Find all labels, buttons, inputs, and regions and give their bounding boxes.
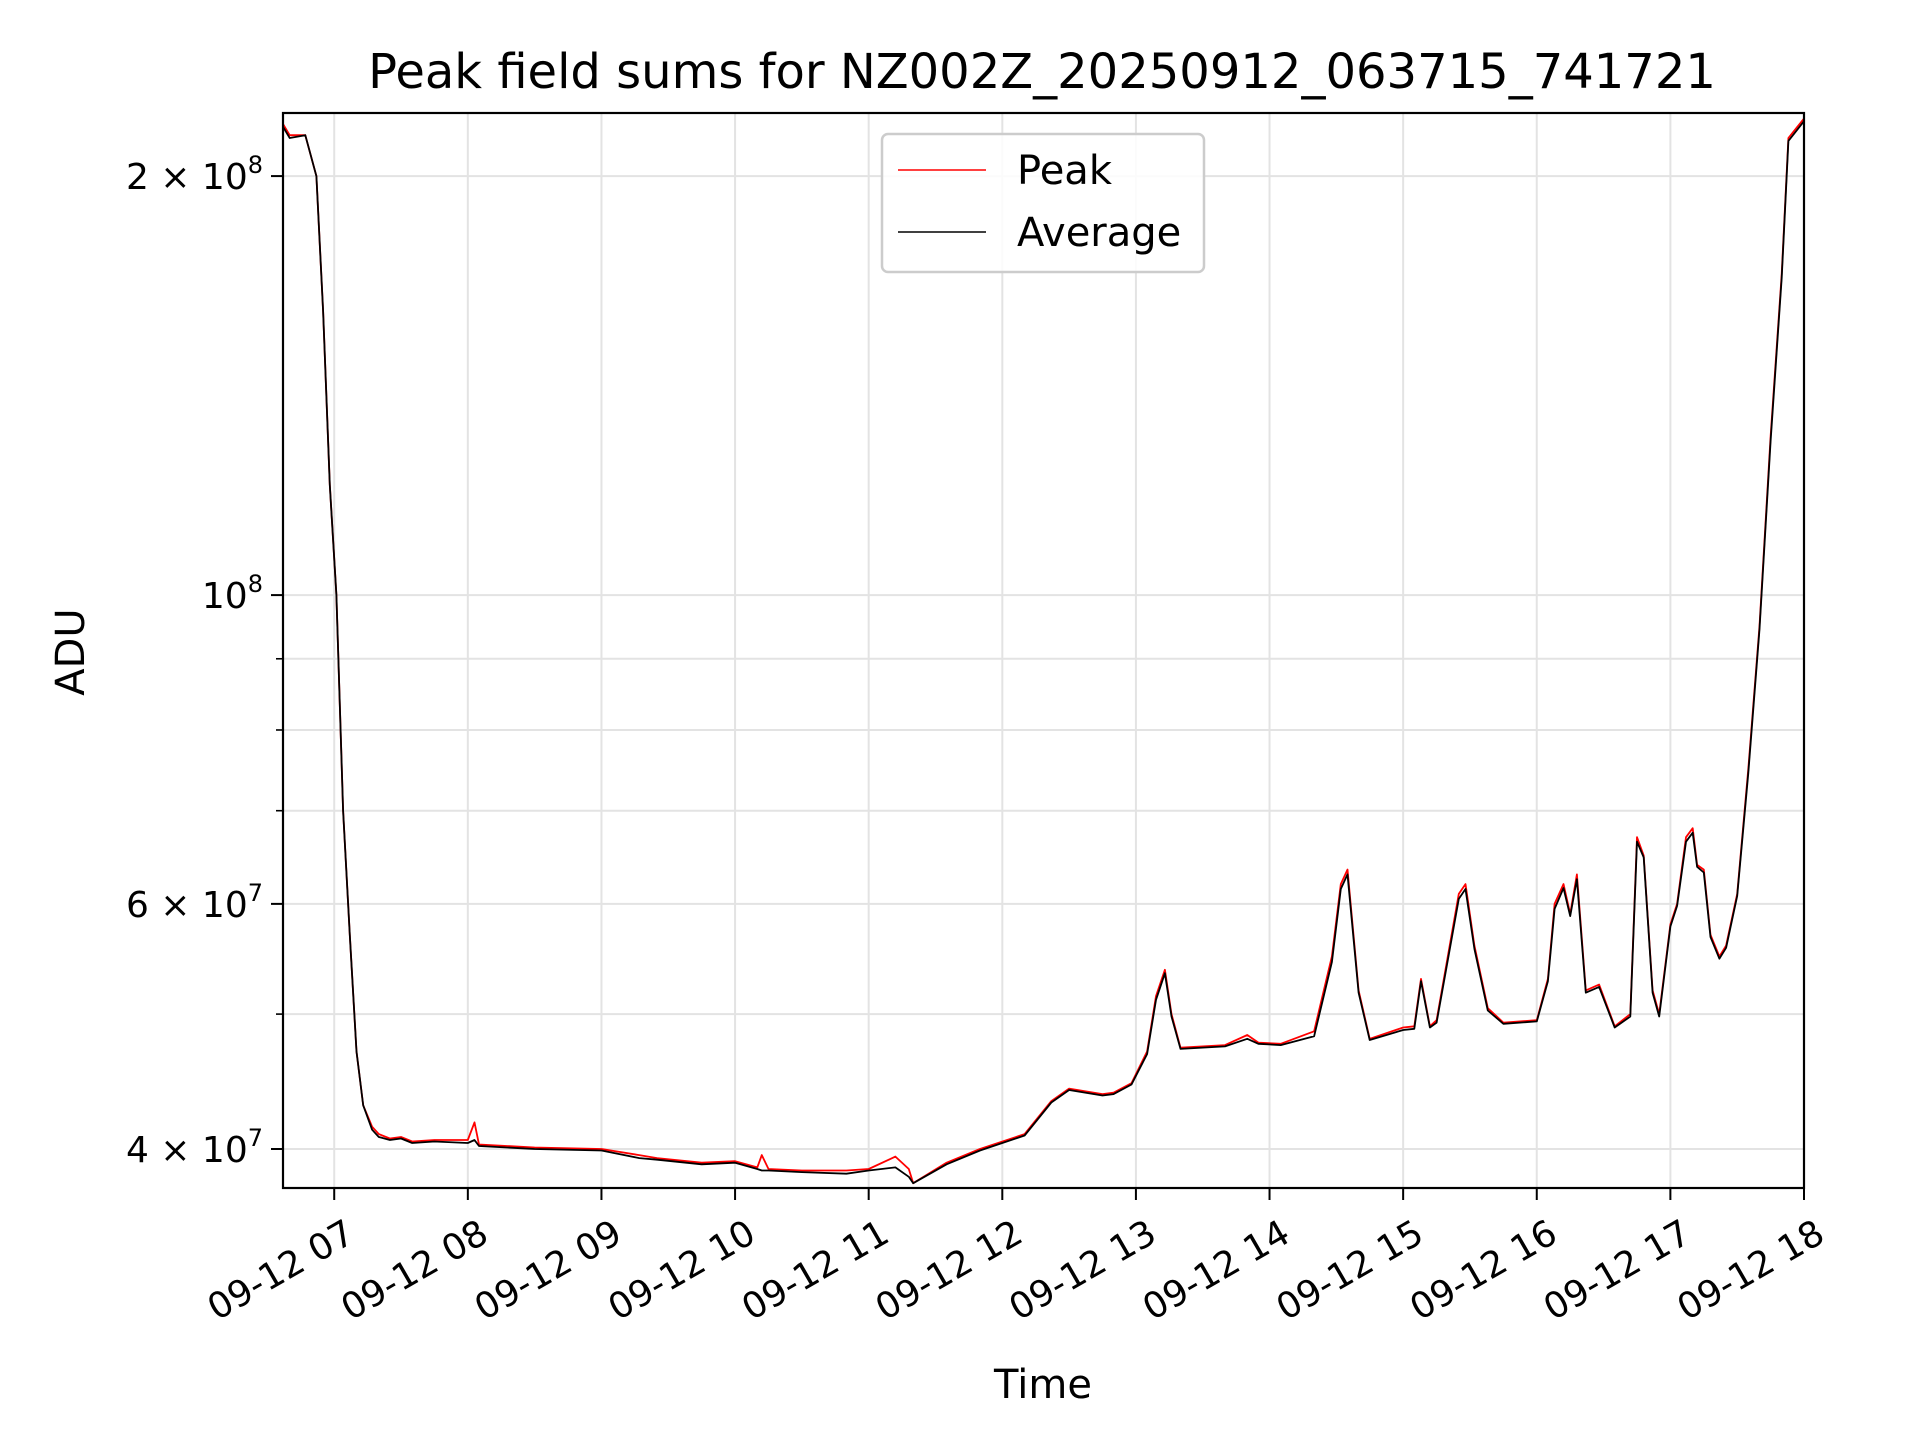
y-tick-label: 108 — [202, 570, 263, 617]
legend-label-peak: Peak — [1017, 148, 1113, 194]
y-tick-label: 4 × 107 — [126, 1124, 263, 1171]
y-axis-label: ADU — [48, 608, 94, 695]
chart-title: Peak field sums for NZ002Z_20250912_0637… — [368, 44, 1716, 100]
plot-area-frame — [281, 111, 1806, 1190]
legend-label-average: Average — [1017, 210, 1181, 256]
series-lines — [283, 117, 1804, 1185]
x-axis-label: Time — [993, 1362, 1092, 1408]
series-line-average — [283, 120, 1804, 1185]
y-tick-label: 6 × 107 — [126, 879, 263, 926]
legend-box — [880, 132, 1206, 274]
grid — [283, 113, 1805, 1188]
legend: Peak Average — [880, 132, 1206, 274]
y-tick-label: 2 × 108 — [126, 151, 263, 198]
